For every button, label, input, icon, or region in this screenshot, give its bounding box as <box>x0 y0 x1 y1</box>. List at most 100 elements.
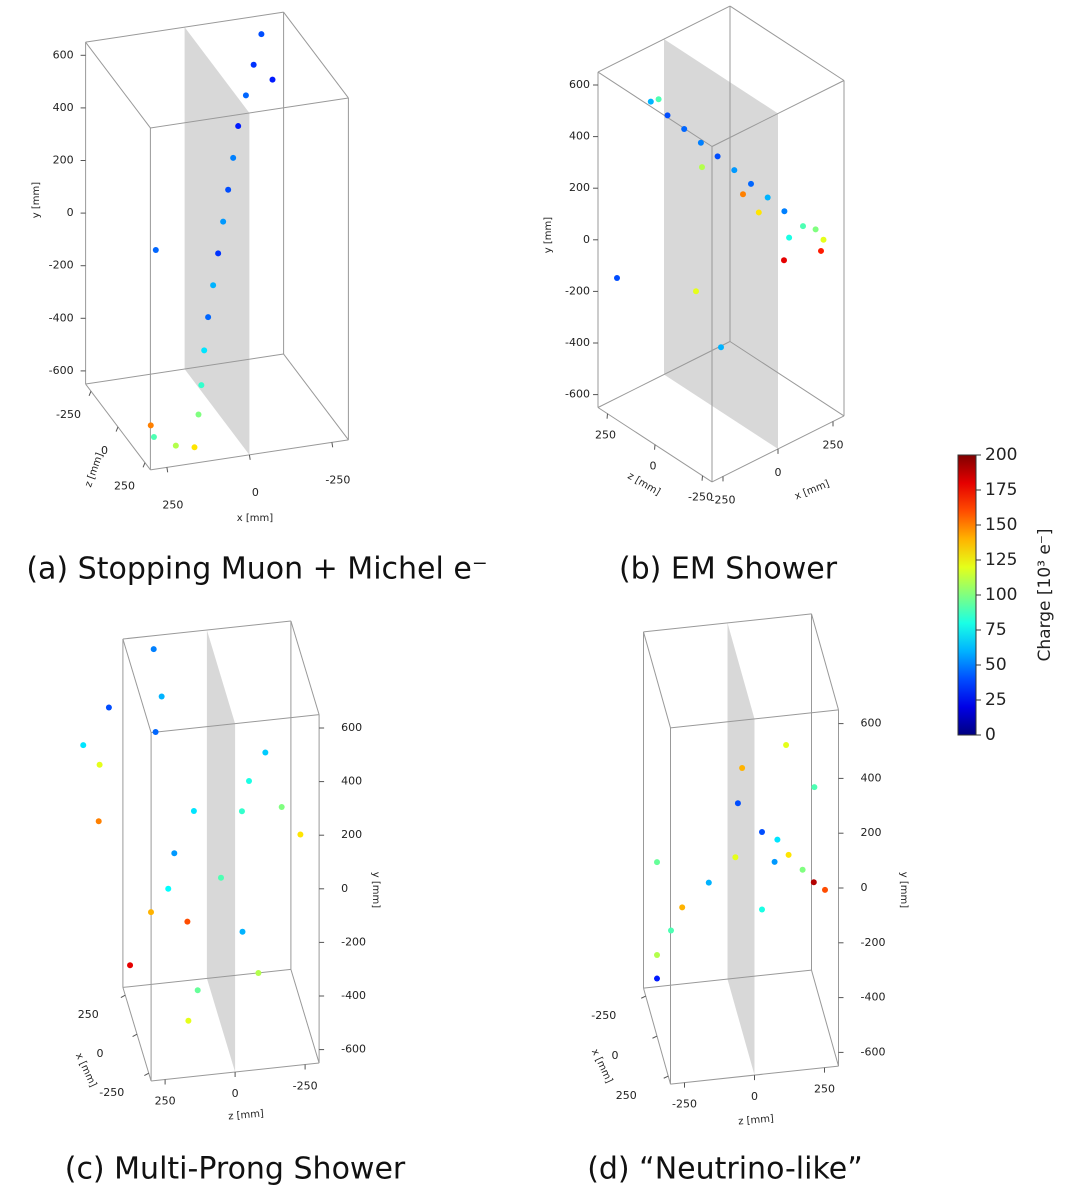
x-tick-label: 250 <box>616 1089 637 1102</box>
y-tick-label: 600 <box>53 48 74 61</box>
panel: -250 0 250 -600 -400 -200 0 200 400 600 -250 0 250 x … <box>26 11 488 587</box>
charge-point <box>664 112 671 119</box>
box-edge <box>122 620 291 640</box>
z-tick-label: 0 <box>751 1090 758 1103</box>
caption: (c) Multi-Prong Shower <box>65 1152 406 1187</box>
y-tick-label: -600 <box>861 1045 886 1058</box>
charge-point <box>225 186 232 193</box>
charge-point <box>764 194 771 201</box>
charge-point <box>734 800 741 807</box>
charge-point <box>238 808 245 815</box>
x-tick-label: -250 <box>591 1009 616 1022</box>
colorbar-tick-label: 100 <box>985 585 1017 605</box>
box-edge <box>283 11 349 99</box>
charge-point <box>198 382 205 389</box>
z-tick-label: -250 <box>672 1098 697 1111</box>
charge-point <box>210 282 217 289</box>
box-edge <box>711 80 845 147</box>
charge-point <box>699 164 705 171</box>
charge-point <box>755 209 762 216</box>
charge-point <box>184 918 191 925</box>
charge-point <box>246 778 252 784</box>
x-tick <box>641 995 646 999</box>
charge-point <box>297 831 304 838</box>
x-axis-label: x [mm] <box>237 513 273 524</box>
box-edge <box>811 969 839 1067</box>
charge-point <box>230 154 237 161</box>
z-tick-label: -250 <box>688 491 713 504</box>
colorbar-tick-label: 75 <box>985 620 1007 640</box>
x-tick <box>166 467 169 473</box>
colorbar-tick-label: 175 <box>985 480 1017 500</box>
y-axis-label: y [mm] <box>31 182 42 218</box>
z-tick-label: 250 <box>814 1083 835 1096</box>
y-axis-label: y [mm] <box>370 872 381 908</box>
z-tick-label: -250 <box>56 408 81 421</box>
charge-point <box>810 879 817 886</box>
charge-point <box>80 742 87 749</box>
z-tick <box>115 426 119 432</box>
x-tick-label: 250 <box>823 438 844 451</box>
x-axis-label: x [mm] <box>73 1051 98 1089</box>
charge-point <box>820 236 827 243</box>
detector-plane <box>727 622 755 1076</box>
colorbar-tick-label: 50 <box>985 655 1007 675</box>
charge-point <box>158 693 165 700</box>
y-tick-label: 600 <box>861 717 882 730</box>
charge-point <box>822 886 828 893</box>
colorbar-label: Charge [10³ e⁻] <box>1035 529 1055 662</box>
x-tick-label: -250 <box>99 1086 124 1099</box>
charge-point <box>655 96 662 103</box>
x-tick-label: 0 <box>775 466 782 479</box>
charge-point <box>812 226 819 233</box>
y-tick-label: 200 <box>53 154 74 167</box>
z-axis-label: z [mm] <box>83 451 106 488</box>
x-tick-label: 250 <box>162 498 183 511</box>
y-tick-label: 400 <box>861 771 882 784</box>
colorbar-tick-label: 25 <box>985 690 1007 710</box>
z-tick-label: -250 <box>293 1080 318 1093</box>
charge-point <box>205 314 212 321</box>
charge-point <box>693 288 699 295</box>
charge-point <box>679 904 686 911</box>
x-tick <box>652 1035 658 1039</box>
x-tick-label: 250 <box>78 1008 99 1021</box>
charge-point <box>235 123 242 130</box>
x-tick <box>120 994 126 999</box>
caption: (a) Stopping Muon + Michel e⁻ <box>26 552 487 587</box>
charge-point <box>171 850 178 857</box>
charge-point <box>150 646 157 653</box>
charge-point <box>647 98 654 105</box>
charge-point <box>614 275 620 281</box>
z-axis-label: z [mm] <box>738 1113 775 1127</box>
charge-point <box>150 434 157 441</box>
x-tick <box>144 1072 149 1077</box>
charge-point <box>818 247 824 254</box>
charge-point <box>269 76 276 83</box>
x-axis-label: x [mm] <box>793 479 831 503</box>
charge-point <box>774 836 781 843</box>
z-tick <box>142 462 146 468</box>
y-tick-label: 400 <box>341 775 362 788</box>
z-tick-label: 0 <box>101 444 108 457</box>
z-axis-label: z [mm] <box>228 1108 265 1122</box>
box-edge <box>729 341 845 417</box>
box-edge <box>729 5 845 81</box>
box-edge <box>85 353 284 385</box>
x-tick-label: 0 <box>97 1047 104 1060</box>
panel: -250 0 250 -600 -400 -200 0 200 400 600 -250 0 250 x … <box>543 5 845 587</box>
y-tick-label: -600 <box>565 388 590 401</box>
charge-point <box>258 31 265 38</box>
x-tick-label: 0 <box>252 486 259 499</box>
x-tick-label: -250 <box>711 493 736 506</box>
y-tick-label: -200 <box>49 259 74 272</box>
charge-point <box>255 970 262 976</box>
charge-point <box>800 223 806 230</box>
y-tick-label: 400 <box>569 130 590 143</box>
charge-point <box>262 749 269 756</box>
box-edge <box>597 71 713 147</box>
box-edge <box>122 968 291 988</box>
y-tick-label: 600 <box>569 78 590 91</box>
